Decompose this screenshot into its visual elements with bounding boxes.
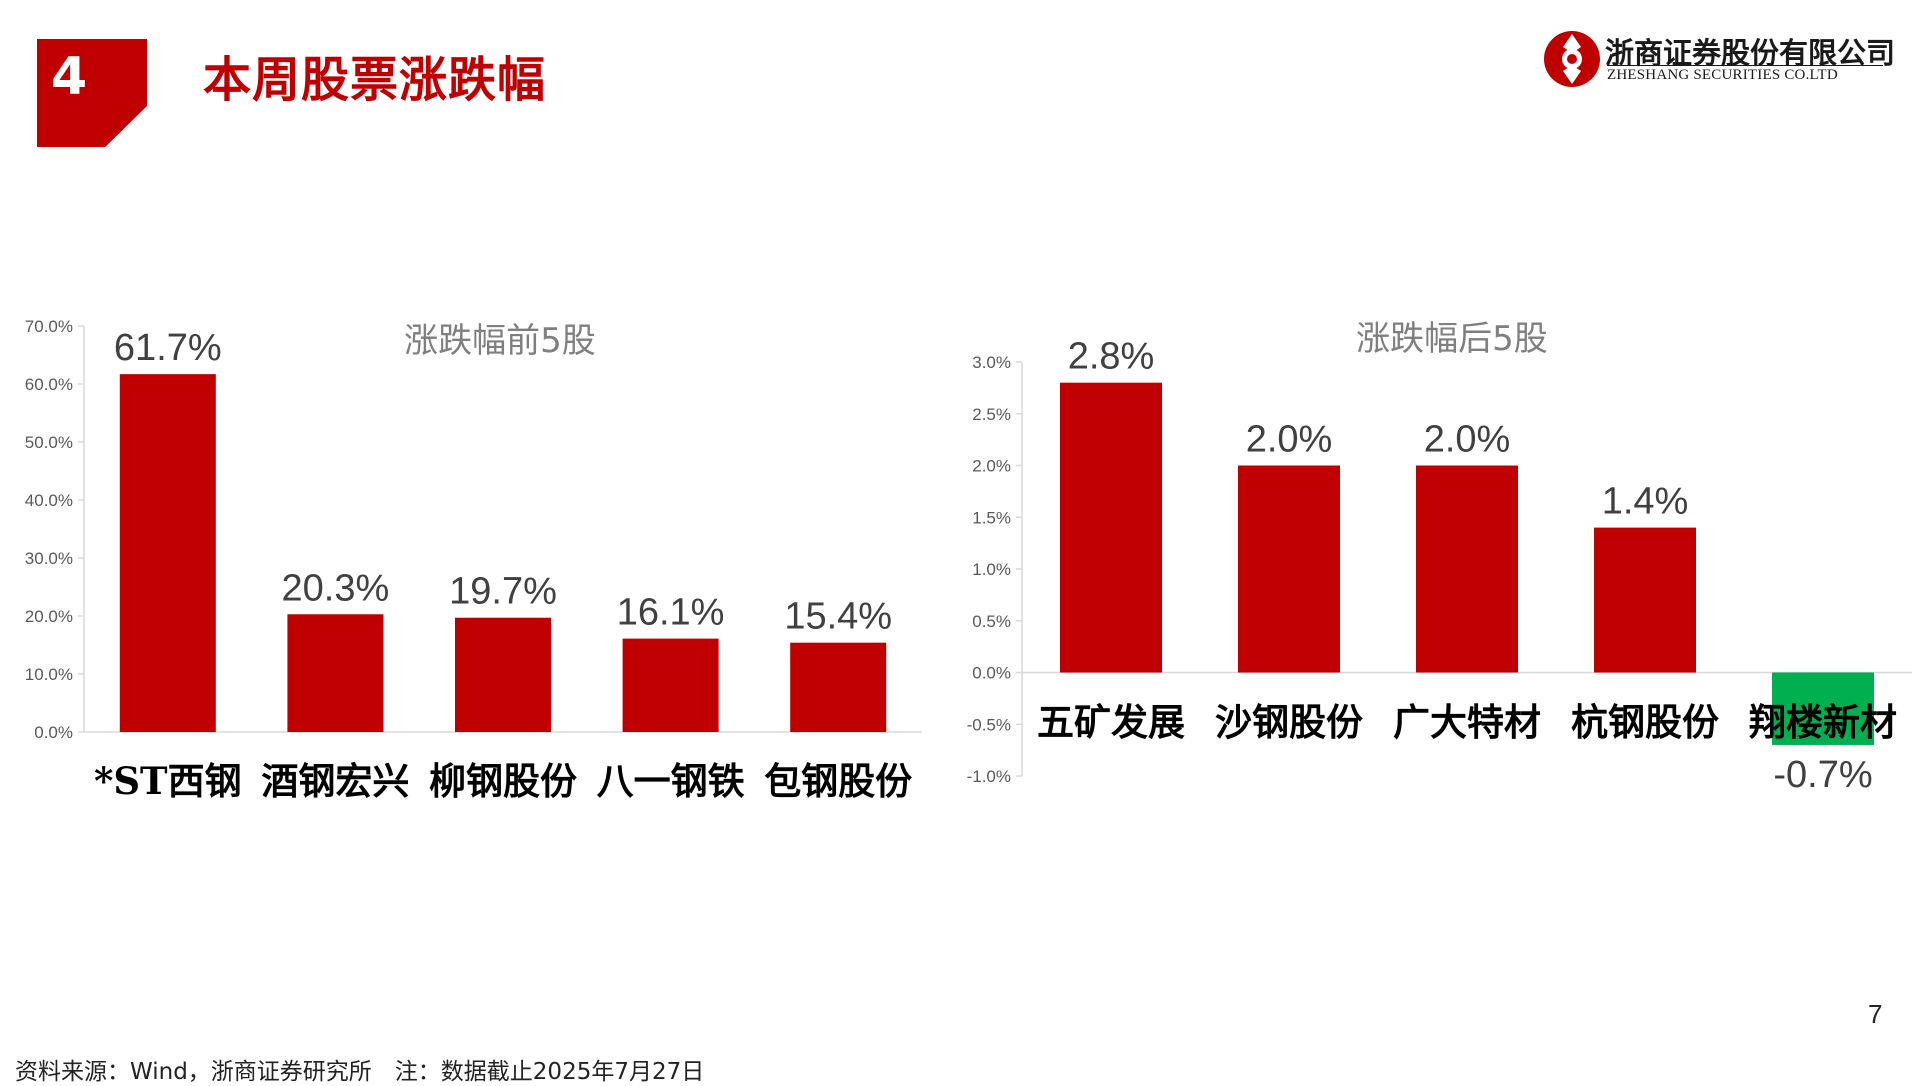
bar <box>1060 382 1162 673</box>
logo-divider <box>1607 65 1883 66</box>
company-name-cn: 浙商证券股份有限公司 <box>1605 36 1896 70</box>
y-tick-label: 0.0% <box>34 723 73 742</box>
data-label: 16.1% <box>617 592 725 634</box>
page-title: 本周股票涨跌幅 <box>203 52 547 108</box>
data-label: 1.4% <box>1602 481 1689 523</box>
category-label: 沙钢股份 <box>1215 700 1363 744</box>
bar <box>287 614 384 732</box>
y-tick-label: 40.0% <box>25 491 73 510</box>
bar <box>1416 465 1518 673</box>
category-label: *ST西钢 <box>94 759 242 803</box>
bottom5-chart: -1.0% -0.5% 0.0% 0.5% 1.0% 1.5% 2.0% 2.5% 3.0% 涨跌… <box>967 319 1912 796</box>
y-tick-label: -1.0% <box>967 767 1011 786</box>
section-badge: 4 <box>37 39 147 147</box>
y-tick-label: 10.0% <box>25 665 73 684</box>
data-label: 2.0% <box>1246 419 1333 461</box>
category-label: 翔楼新材 <box>1749 700 1897 744</box>
y-tick-label: 60.0% <box>25 375 73 394</box>
category-label: 广大特材 <box>1393 700 1541 744</box>
y-tick-label: 2.0% <box>972 457 1011 476</box>
company-logo: 浙商证券股份有限公司 ZHESHANG SECURITIES CO.LTD <box>1543 30 1895 94</box>
data-label: 61.7% <box>114 327 222 369</box>
source-note: 资料来源：Wind，浙商证券研究所 注：数据截止2025年7月27日 <box>15 1059 705 1085</box>
y-tick-label: 0.5% <box>972 612 1011 631</box>
section-number: 4 <box>51 47 88 107</box>
category-label: 八一钢铁 <box>597 759 745 803</box>
y-tick-label: 20.0% <box>25 607 73 626</box>
bar <box>1238 465 1340 673</box>
y-tick-label: 1.0% <box>972 560 1011 579</box>
bar <box>119 374 216 732</box>
page-number: 7 <box>1868 999 1883 1029</box>
y-tick-label: 70.0% <box>25 317 73 336</box>
chart-title: 涨跌幅前5股 <box>404 321 596 361</box>
category-label: 柳钢股份 <box>429 759 577 803</box>
y-tick-label: 50.0% <box>25 433 73 452</box>
zheshang-logo-icon <box>1544 31 1600 87</box>
data-label: 2.8% <box>1068 336 1155 378</box>
data-label: 2.0% <box>1424 419 1511 461</box>
bar <box>790 642 887 732</box>
y-tick-label: 30.0% <box>25 549 73 568</box>
category-label: 包钢股份 <box>764 759 912 803</box>
y-tick-label: 1.5% <box>972 508 1011 527</box>
bar <box>455 617 551 732</box>
y-tick-label: -0.5% <box>967 715 1011 734</box>
category-label: 杭钢股份 <box>1571 700 1719 744</box>
category-label: 五矿发展 <box>1037 700 1185 744</box>
data-label: 20.3% <box>282 567 390 609</box>
y-tick-label: 0.0% <box>972 664 1011 683</box>
data-label: -0.7% <box>1773 754 1872 796</box>
category-label: 酒钢宏兴 <box>261 759 409 803</box>
y-tick-label: 3.0% <box>972 353 1011 372</box>
bar <box>1772 672 1874 745</box>
company-name-en: ZHESHANG SECURITIES CO.LTD <box>1607 67 1838 83</box>
data-label: 15.4% <box>784 596 892 638</box>
chart-title: 涨跌幅后5股 <box>1356 319 1548 359</box>
top5-gainers-chart: 0.0% 10.0% 20.0% 30.0% 40.0% 50.0% 60.0% 70.0% 涨… <box>25 317 922 803</box>
data-label: 19.7% <box>449 571 557 613</box>
bar <box>622 638 719 732</box>
y-tick-label: 2.5% <box>972 405 1011 424</box>
bar <box>1594 527 1696 673</box>
